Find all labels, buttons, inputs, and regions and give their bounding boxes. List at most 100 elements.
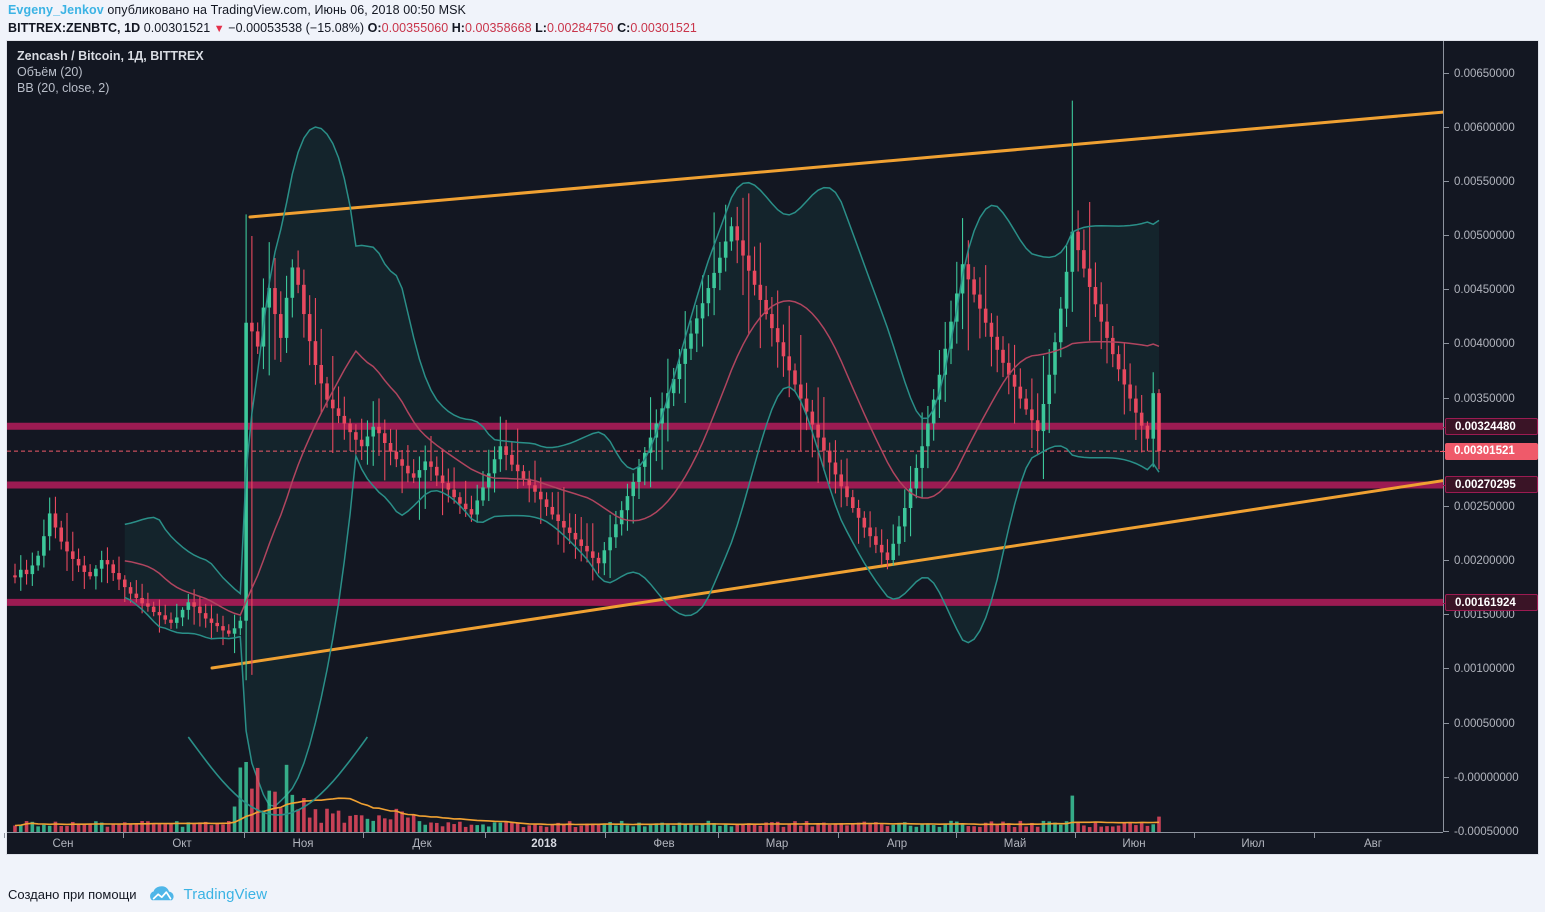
candle-body <box>99 560 104 569</box>
candle-body <box>215 622 220 627</box>
volume-bar <box>215 823 220 832</box>
volume-bar <box>203 821 208 832</box>
candle-body <box>856 508 861 518</box>
volume-bar <box>885 826 890 832</box>
candle-body <box>1128 384 1132 399</box>
volume-bar <box>76 824 81 832</box>
price-axis-tick: 0.00400000 <box>1444 337 1539 351</box>
volume-bar <box>1035 826 1040 832</box>
price-axis[interactable]: 0.00650000 0.00600000 0.00550000 0.00500000… <box>1440 41 1539 838</box>
volume-bar <box>452 824 456 832</box>
candle-body <box>209 618 214 623</box>
candle-body <box>752 270 757 285</box>
current-price-label[interactable]: 0.00301521 <box>1440 442 1538 460</box>
volume-bar <box>804 821 809 832</box>
symbol-label[interactable]: BITTREX:ZENBTC, 1D <box>8 21 141 35</box>
volume-bar <box>660 822 664 832</box>
volume-bar <box>1093 821 1098 832</box>
candle-body <box>850 497 855 509</box>
volume-bar <box>758 825 763 832</box>
time-axis-tick-mark <box>244 833 245 838</box>
price-level-label[interactable]: 0.00161924 <box>1441 593 1538 611</box>
volume-bar <box>510 822 514 832</box>
candle-body <box>30 565 35 575</box>
price-axis-tick-label: 0.00400000 <box>1454 338 1515 351</box>
volume-bar <box>290 794 295 832</box>
candle-body <box>411 473 416 478</box>
chart-frame[interactable]: Zencash / Bitcoin, 1Д, BITTREX Объём (20… <box>4 40 1539 855</box>
volume-bar <box>354 814 358 832</box>
chart-plot-area[interactable] <box>7 41 1443 832</box>
volume-bar <box>1105 826 1109 832</box>
volume-bar <box>36 826 40 832</box>
candle-body <box>746 255 751 271</box>
candle-body <box>232 628 237 634</box>
price-axis-tick-label: 0.00350000 <box>1454 392 1515 405</box>
volume-bar <box>13 825 17 832</box>
price-level-value: 0.00324480 <box>1455 420 1516 433</box>
candle-body <box>348 423 352 433</box>
volume-bar <box>625 825 630 832</box>
candle-body <box>302 284 306 315</box>
time-axis-tick-label: Июл <box>1241 838 1265 850</box>
volume-bar <box>723 823 728 832</box>
volume-bar <box>666 824 670 832</box>
volume-bar <box>1110 826 1115 832</box>
candle-body <box>972 279 976 295</box>
candle-body <box>1041 403 1046 432</box>
candle-body <box>775 328 780 343</box>
high-value: 0.00358668 <box>465 21 532 35</box>
volume-bar <box>423 824 428 832</box>
price-level-label[interactable]: 0.00270295 <box>1441 476 1538 494</box>
candle-body <box>434 466 439 476</box>
volume-bar <box>671 825 676 832</box>
candle-body <box>700 303 705 319</box>
volume-bar <box>642 826 647 832</box>
candle-body <box>897 526 901 544</box>
volume-bar <box>822 822 826 832</box>
tradingview-brand[interactable]: TradingView <box>183 885 268 903</box>
tick-mark <box>1444 180 1449 182</box>
time-axis[interactable]: Сен Окт Ноя Дек 2018 Фев Мар Апр Май Июн Июл Авг <box>4 832 1443 854</box>
price-level-label[interactable]: 0.00324480 <box>1441 417 1538 435</box>
candle-body <box>527 478 532 486</box>
volume-bar <box>70 821 75 832</box>
volume-bar <box>1024 826 1028 832</box>
volume-bar <box>949 820 953 832</box>
candle-body <box>983 308 988 323</box>
candle-body <box>492 459 497 474</box>
price-axis-tick: 0.00350000 <box>1444 392 1539 406</box>
candle-body <box>117 573 121 580</box>
candle-body <box>486 473 491 488</box>
candle-body <box>573 532 578 540</box>
volume-bar <box>1087 827 1092 832</box>
price-axis-tick-label: 0.00150000 <box>1454 609 1515 622</box>
candle-body <box>521 471 526 479</box>
volume-bar <box>307 817 312 832</box>
volume-bar <box>544 826 549 832</box>
price-change: −0.00053538 (−15.08%) <box>228 21 365 35</box>
candle-body <box>365 436 370 447</box>
tradingview-cloud-icon[interactable] <box>149 885 175 903</box>
candle-body <box>816 424 820 438</box>
time-axis-tick-mark <box>363 833 364 838</box>
volume-bar <box>839 822 844 832</box>
volume-bar <box>614 825 618 832</box>
candle-body <box>1087 268 1092 287</box>
volume-bar <box>590 823 595 832</box>
candle-body <box>538 491 543 500</box>
volume-bar <box>1006 823 1011 832</box>
volume-bar <box>816 823 820 832</box>
volume-bar <box>296 809 300 832</box>
volume-bar <box>24 821 29 832</box>
candle-body <box>1030 409 1034 421</box>
time-axis-tick-mark <box>1075 833 1076 838</box>
candle-body <box>614 524 618 538</box>
publisher-name[interactable]: Evgeny_Jenkov <box>8 3 104 17</box>
bollinger-lower <box>124 385 1160 808</box>
candle-body <box>53 513 58 528</box>
time-axis-tick-label: Мар <box>765 838 789 850</box>
candle-body <box>221 626 225 631</box>
candle-body <box>1139 412 1144 426</box>
volume-bar <box>562 824 566 832</box>
